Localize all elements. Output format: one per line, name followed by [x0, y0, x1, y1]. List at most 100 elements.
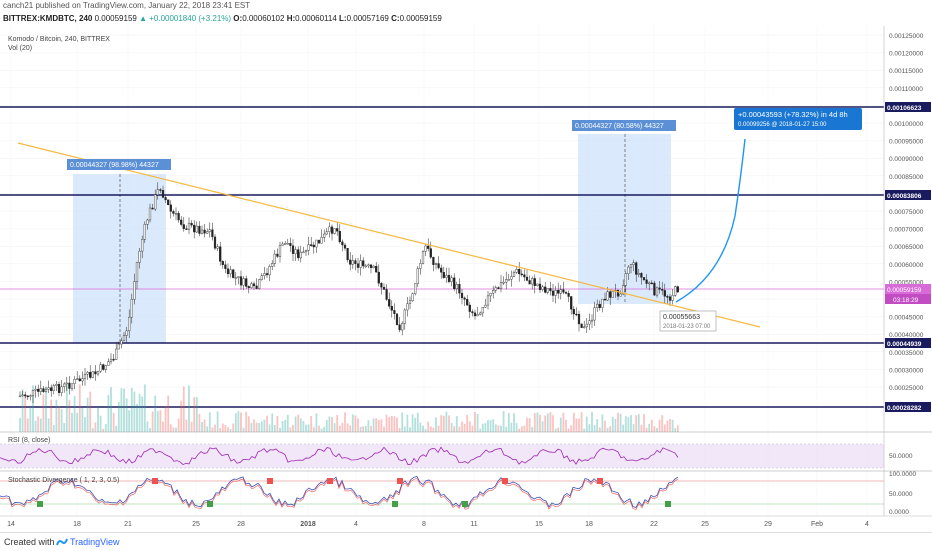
volume-bar: [481, 423, 484, 432]
last-price: 0.00059159: [94, 14, 137, 23]
candle-body: [317, 239, 321, 244]
projection-curve[interactable]: [675, 138, 746, 303]
divergence-marker: [37, 501, 43, 507]
candle-body: [70, 383, 74, 389]
volume-bar: [596, 419, 599, 432]
level-badge-text: 0.00106623: [887, 105, 922, 112]
candle-body: [377, 271, 380, 284]
time-axis[interactable]: 14 18 21 25 28 2018 4 8 11 15 18 22 25 29 Feb 4: [7, 521, 869, 528]
price-tick: 0.00060000: [889, 262, 924, 269]
volume-bar: [320, 428, 323, 432]
candle-body: [551, 290, 555, 296]
candle-body: [372, 265, 375, 268]
candle-body: [609, 291, 612, 298]
volume-bar: [403, 426, 406, 432]
candle-body: [570, 296, 573, 310]
volume-bar: [552, 415, 554, 432]
candle-body: [247, 286, 250, 289]
candle-body: [668, 296, 672, 301]
divergence-marker: [207, 501, 213, 507]
volume-bar: [206, 426, 209, 432]
candle-body: [510, 276, 513, 280]
volume-bar: [611, 416, 614, 432]
volume-bar: [37, 416, 40, 432]
candle-body: [73, 379, 76, 384]
candle-body: [585, 323, 588, 328]
candle-body: [268, 266, 271, 276]
volume-bar: [52, 424, 55, 432]
candle-body: [182, 224, 185, 229]
volume-bar: [458, 426, 461, 432]
candle-body: [260, 275, 263, 281]
candle-body: [104, 365, 107, 370]
volume-bar: [364, 426, 367, 432]
volume-bar: [318, 425, 320, 432]
price-tick: 0.00045000: [889, 315, 924, 322]
candle-body: [349, 259, 352, 265]
candle-body: [450, 277, 453, 282]
candle-body: [232, 269, 235, 278]
volume-bar: [273, 424, 276, 432]
candle-body: [554, 289, 557, 296]
candle-body: [486, 295, 490, 306]
candle-body: [125, 330, 128, 336]
point-tooltip: [659, 310, 717, 332]
price-chart[interactable]: 0.00044327 (98.98%) 44327 0.00044327 (80…: [0, 26, 932, 532]
volume-bar: [585, 416, 588, 432]
candle-body: [354, 260, 357, 264]
volume-bar: [393, 416, 396, 432]
volume-bar: [461, 421, 463, 432]
candle-body: [154, 194, 157, 210]
candle-body: [299, 251, 302, 259]
candle-body: [57, 383, 61, 393]
candle-body: [601, 298, 604, 308]
candle-body: [562, 289, 565, 293]
candle-body: [577, 313, 581, 325]
candle-body: [606, 291, 609, 301]
candle-body: [65, 382, 68, 385]
candle-body: [390, 306, 393, 311]
measure-box-1[interactable]: [73, 174, 166, 343]
candle-body: [148, 207, 152, 221]
candle-body: [427, 245, 430, 249]
volume-bar: [81, 407, 84, 432]
candle-body: [661, 289, 664, 291]
volume-bar: [396, 417, 398, 432]
symbol-label[interactable]: BITTREX:KMDBTC, 240: [3, 14, 93, 23]
volume-bar: [331, 417, 333, 432]
time-label: 14: [7, 521, 15, 528]
price-tick: 0.00035000: [889, 350, 924, 357]
price-axis[interactable]: 0.00125000 0.00120000 0.00115000 0.00110000…: [885, 33, 931, 516]
volume-bar: [224, 425, 227, 432]
volume-bar: [125, 398, 128, 432]
volume-bar: [635, 415, 638, 432]
chart-area[interactable]: 0.00044327 (98.98%) 44327 0.00044327 (80…: [0, 26, 932, 532]
projection-label[interactable]: [734, 108, 862, 130]
candle-body: [320, 237, 323, 244]
candle-body: [388, 299, 391, 307]
volume-bar: [141, 396, 144, 432]
measure-box-2[interactable]: [578, 134, 671, 304]
candle-body: [330, 226, 334, 234]
candle-body: [473, 312, 477, 317]
trendline[interactable]: [17, 142, 761, 328]
time-label: 25: [701, 521, 709, 528]
candle-body: [666, 296, 669, 298]
volume-bar: [219, 428, 222, 432]
volume-bar: [562, 412, 565, 432]
candle-body: [47, 387, 50, 390]
candle-body: [286, 243, 289, 245]
volume-bar: [354, 415, 357, 432]
candle-body: [159, 189, 162, 191]
candle-body: [250, 283, 253, 289]
volume-bar: [523, 425, 526, 432]
high-label: H:: [286, 14, 296, 23]
price-tick: 0.00070000: [889, 227, 924, 234]
brand-link[interactable]: TradingView: [70, 537, 120, 547]
volume-bar: [429, 426, 432, 432]
time-label: Feb: [811, 521, 823, 528]
volume-bar: [565, 419, 567, 432]
candle-body: [50, 387, 53, 391]
volume-legend: Vol (20): [8, 45, 32, 52]
candle-body: [263, 273, 266, 276]
